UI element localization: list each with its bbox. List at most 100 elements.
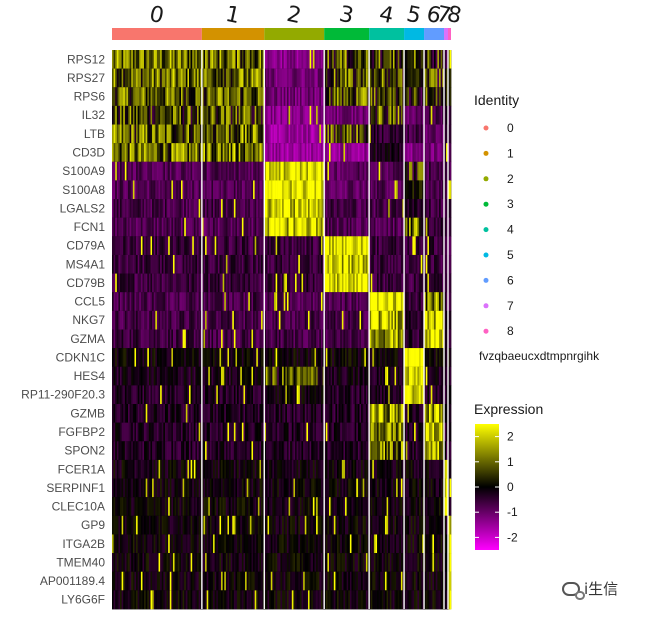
cell-strip [301,422,304,442]
cell-strip [112,478,114,498]
cell-strip [354,292,357,312]
cell-strip [280,422,283,442]
cell-strip [177,404,180,423]
cell-strip [356,478,359,498]
cell-strip [314,553,317,573]
cell-strip [209,441,212,461]
cell-strip [293,180,296,200]
cell-strip [187,273,190,293]
cell-strip [295,478,297,498]
cell-strip [238,404,241,423]
cell-strip [168,478,170,498]
cell-strip [171,553,174,573]
cell-strip [327,217,330,237]
cell-strip [353,105,355,125]
cell-strip [230,105,233,125]
cell-strip [129,254,132,274]
cell-strip [187,254,190,274]
cell-strip [214,273,217,293]
cell-strip [166,254,169,274]
cell-strip [330,236,333,256]
cell-strip [261,553,263,573]
cell-strip [249,441,252,461]
cell-strip [134,236,137,256]
cell-strip [353,143,355,163]
cell-strip [238,254,241,274]
cell-strip [249,571,252,591]
cell-strip [136,515,138,535]
cell-strip [211,273,214,293]
cell-strip [348,590,351,610]
cell-strip [206,478,209,498]
cell-strip [256,441,259,461]
cell-strip [187,87,190,107]
cell-strip [296,124,299,144]
cell-strip [277,68,280,88]
cell-strip [293,161,296,181]
cell-strip [229,441,231,461]
cell-strip [273,534,276,554]
cell-strip [306,515,309,535]
cell-strip [137,441,140,461]
cell-strip [205,143,207,163]
cell-strip [113,68,116,88]
cell-strip [123,404,126,423]
cell-strip [235,161,238,181]
cell-strip [225,553,228,573]
cell-strip [166,180,169,200]
cell-strip [225,254,228,274]
cell-strip [295,534,297,554]
cell-strip [311,422,314,442]
cell-strip [264,497,267,517]
cell-strip [193,273,196,293]
cell-strip [277,87,280,107]
cell-strip [319,199,322,218]
cell-strip [269,254,271,274]
cell-strip [248,199,251,218]
cell-strip [282,87,284,107]
cell-strip [168,68,170,88]
cell-strip [299,199,302,218]
cell-strip [354,217,357,237]
cell-strip [213,68,215,88]
cell-strip [179,385,182,405]
cell-strip [362,553,365,573]
cell-strip [153,404,156,423]
cell-strip [291,497,294,517]
cell-strip [306,553,309,573]
cell-strip [113,124,116,144]
cell-strip [335,534,338,554]
cell-strip [140,497,143,517]
cell-strip [197,87,199,107]
cell-strip [349,590,352,610]
cell-strip [329,273,331,293]
cell-strip [340,478,343,498]
cell-strip [364,590,367,610]
cell-strip [197,497,199,517]
cell-strip [129,478,132,498]
cell-strip [285,87,288,107]
cell-strip [277,441,280,461]
cell-strip [320,236,323,256]
cell-strip [330,310,333,330]
cell-strip [211,68,214,88]
cell-strip [329,366,331,386]
cell-strip [222,571,225,591]
cell-strip [312,105,315,125]
cell-strip [132,404,135,423]
cell-strip [219,273,222,293]
cell-strip [288,180,291,200]
cell-strip [333,385,336,405]
cell-strip [235,329,238,349]
cell-strip [187,366,190,386]
cell-strip [172,478,175,498]
cell-strip [152,385,154,405]
cell-strip [280,534,283,554]
cell-strip [155,553,158,573]
cell-strip [116,292,119,312]
cell-strip [208,348,211,368]
cell-strip [307,553,310,573]
cell-strip [285,310,288,330]
cell-strip [158,571,161,591]
cell-strip [253,459,255,479]
